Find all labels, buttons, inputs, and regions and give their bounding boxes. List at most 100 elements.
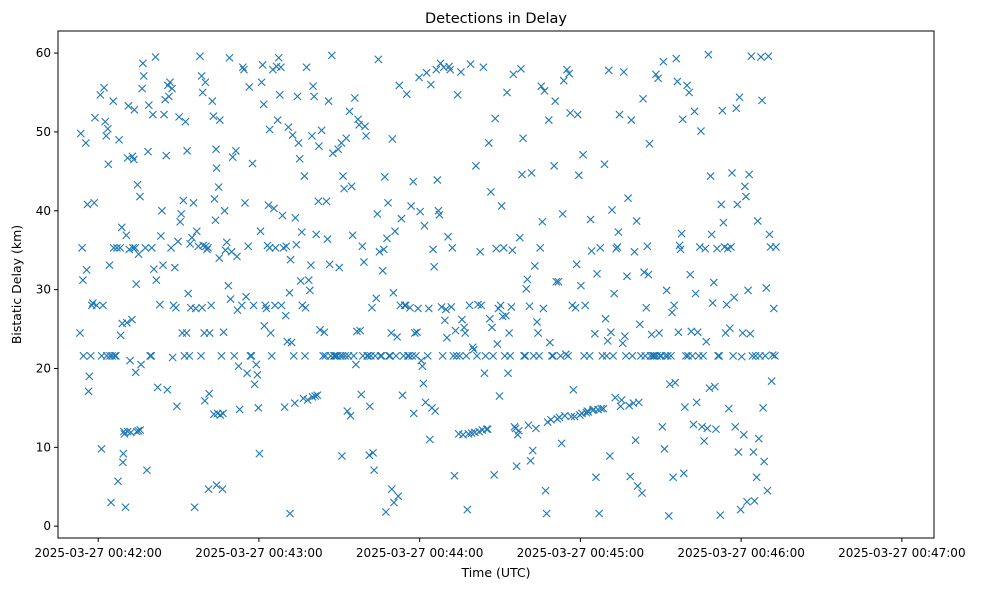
x-tick-label: 2025-03-27 00:46:00 — [677, 546, 804, 560]
data-point-marker — [146, 351, 155, 360]
data-point-marker — [431, 407, 440, 416]
data-point-marker — [609, 351, 618, 360]
data-point-marker — [564, 351, 573, 360]
data-point-marker — [426, 80, 435, 89]
data-point-marker — [753, 217, 762, 226]
data-point-marker — [324, 97, 333, 106]
data-point-marker — [191, 304, 200, 313]
data-point-marker — [185, 351, 194, 360]
data-point-marker — [400, 301, 409, 310]
data-point-marker — [358, 242, 367, 251]
data-point-marker — [643, 242, 652, 251]
data-point-marker — [507, 302, 516, 311]
plot-frame — [57, 30, 935, 539]
data-point-marker — [212, 481, 221, 490]
data-point-marker — [267, 351, 276, 360]
data-point-marker — [273, 116, 282, 125]
data-point-marker — [306, 261, 315, 270]
data-point-marker — [314, 142, 323, 151]
data-point-marker — [341, 351, 350, 360]
data-point-marker — [606, 328, 615, 337]
data-point-marker — [628, 351, 637, 360]
data-point-marker — [406, 303, 414, 312]
data-point-marker — [407, 202, 416, 211]
data-point-marker — [110, 351, 119, 360]
data-point-marker — [619, 68, 628, 76]
data-point-marker — [350, 94, 359, 103]
data-point-marker — [663, 351, 672, 360]
data-point-marker — [669, 473, 678, 482]
data-point-marker — [271, 301, 279, 310]
data-point-marker — [316, 325, 324, 334]
data-point-marker — [574, 171, 583, 180]
data-point-marker — [209, 112, 218, 121]
data-point-marker — [365, 451, 374, 460]
data-point-marker — [498, 312, 507, 321]
data-point-marker — [689, 420, 698, 429]
data-point-marker — [391, 227, 399, 236]
data-point-marker — [724, 404, 733, 413]
data-point-marker — [480, 369, 489, 378]
data-point-marker — [658, 422, 667, 431]
data-point-marker — [593, 269, 601, 278]
data-point-marker — [162, 151, 171, 160]
data-point-marker — [635, 320, 644, 329]
data-point-marker — [186, 239, 195, 248]
data-point-marker — [307, 131, 316, 140]
data-point-marker — [686, 270, 695, 279]
data-markers — [75, 50, 780, 520]
data-point-marker — [168, 353, 177, 362]
data-point-marker — [304, 276, 313, 285]
data-point-marker — [744, 286, 753, 295]
data-point-marker — [759, 403, 768, 412]
data-point-marker — [404, 351, 413, 360]
data-point-marker — [301, 351, 309, 360]
data-point-marker — [738, 329, 747, 337]
data-point-marker — [174, 237, 183, 246]
data-point-marker — [309, 82, 318, 91]
data-point-marker — [111, 351, 120, 360]
data-point-marker — [114, 477, 122, 486]
data-point-marker — [508, 246, 517, 255]
data-point-marker — [302, 63, 311, 72]
data-point-marker — [214, 183, 223, 192]
data-point-marker — [466, 60, 475, 69]
data-point-marker — [255, 449, 264, 458]
x-axis-label: Time (UTC) — [460, 565, 530, 580]
data-point-marker — [718, 106, 727, 115]
data-point-marker — [349, 351, 358, 360]
data-point-marker — [334, 145, 343, 154]
data-point-marker — [163, 385, 172, 394]
data-point-marker — [645, 139, 654, 148]
data-point-marker — [278, 211, 287, 220]
data-point-marker — [471, 161, 480, 170]
data-point-marker — [627, 116, 636, 125]
data-point-marker — [566, 109, 575, 117]
data-point-marker — [640, 268, 649, 277]
data-point-marker — [557, 439, 566, 448]
data-point-marker — [253, 370, 262, 379]
data-point-marker — [651, 70, 660, 79]
data-point-marker — [184, 289, 193, 298]
data-point-marker — [546, 415, 555, 424]
data-point-marker — [541, 486, 550, 495]
data-point-marker — [479, 63, 488, 72]
data-point-marker — [642, 303, 651, 312]
data-point-marker — [527, 168, 536, 177]
data-point-marker — [716, 511, 725, 520]
data-point-marker — [187, 233, 196, 242]
data-point-marker — [483, 425, 492, 434]
data-point-marker — [84, 387, 93, 396]
data-point-marker — [549, 351, 558, 360]
data-point-marker — [275, 90, 284, 99]
data-point-marker — [681, 351, 690, 360]
data-point-marker — [538, 217, 547, 226]
data-point-marker — [242, 292, 251, 301]
data-point-marker — [183, 146, 192, 155]
x-axis: 2025-03-27 00:42:00 2025-03-27 00:43:00 20… — [34, 538, 966, 560]
data-point-marker — [377, 351, 386, 360]
data-point-marker — [664, 511, 673, 520]
data-point-marker — [308, 392, 317, 401]
data-point-marker — [750, 496, 759, 505]
data-point-marker — [771, 243, 780, 252]
